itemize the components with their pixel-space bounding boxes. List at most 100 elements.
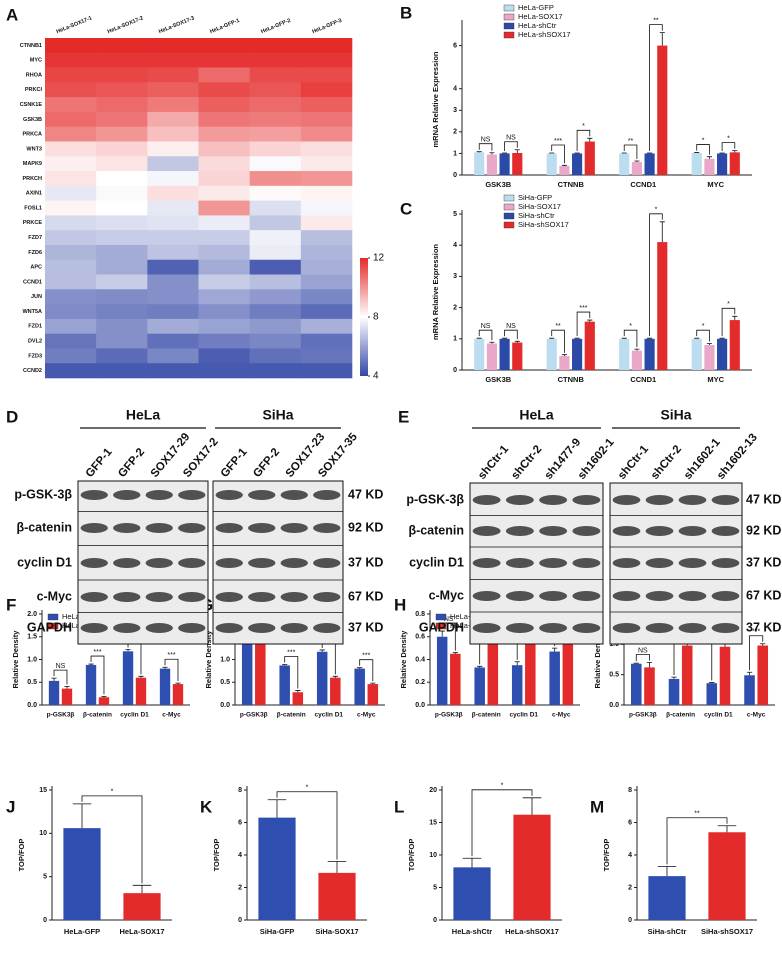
heat-cell xyxy=(300,82,353,98)
sig-bracket xyxy=(576,311,591,337)
column-label: HeLa-SOX17-1 xyxy=(56,15,93,35)
y-tick-label: 6 xyxy=(238,819,242,826)
bar xyxy=(691,152,702,175)
bar xyxy=(258,817,296,920)
y-tick-label: 0 xyxy=(453,367,457,374)
band xyxy=(313,490,341,500)
legend-swatch xyxy=(47,613,59,621)
error-bar xyxy=(561,354,567,356)
row-label: GAPDH xyxy=(419,620,464,634)
bar xyxy=(708,832,746,920)
heat-cell xyxy=(300,215,353,231)
bar xyxy=(474,152,485,175)
y-tick-label: 0 xyxy=(453,172,457,179)
error-bar xyxy=(732,150,738,153)
bar xyxy=(512,342,523,370)
error-bar xyxy=(732,315,738,321)
bar xyxy=(292,692,304,705)
error-bar xyxy=(694,337,700,339)
legend-label: HeLa-shCtr xyxy=(518,21,557,30)
y-tick-label: 0.4 xyxy=(415,656,425,663)
heat-cell xyxy=(96,141,148,157)
heat-cell xyxy=(45,230,97,246)
sig-label: * xyxy=(306,785,309,792)
lane-label: shCtr-2 xyxy=(509,443,544,482)
row-label: WNT3 xyxy=(26,146,42,152)
x-tick-label: MYC xyxy=(707,180,724,189)
error-bar xyxy=(706,343,712,346)
bar xyxy=(546,338,557,370)
band xyxy=(678,623,707,633)
heat-cell xyxy=(300,274,353,290)
bar xyxy=(631,162,642,175)
heat-cell xyxy=(45,38,97,54)
error-bar xyxy=(64,685,70,689)
row-label: CCND2 xyxy=(23,368,42,374)
heat-cell xyxy=(45,126,97,142)
legend-label: HeLa-SOX17 xyxy=(518,12,563,21)
x-tick-label: β-catenin xyxy=(277,712,306,719)
sig-label: NS xyxy=(481,137,491,144)
panel-label: L xyxy=(394,797,404,816)
bar xyxy=(330,677,341,705)
error-bar xyxy=(719,337,725,339)
x-tick-label: p-GSK3β xyxy=(629,712,657,719)
heat-cell xyxy=(249,67,302,83)
x-tick-label: GSK3B xyxy=(485,375,511,384)
sig-label: *** xyxy=(554,138,562,145)
heat-cell xyxy=(198,82,250,98)
band xyxy=(313,592,341,602)
heat-cell xyxy=(300,111,353,127)
y-tick-label: 0.8 xyxy=(415,611,425,618)
lane-label: sh1602-1 xyxy=(576,436,617,482)
bar xyxy=(122,651,134,705)
bar xyxy=(486,154,497,175)
bar xyxy=(630,663,642,705)
sig-bracket xyxy=(504,141,518,151)
y-tick-label: 0.0 xyxy=(27,702,37,709)
band xyxy=(280,623,308,633)
row-label: p-GSK-3β xyxy=(406,492,464,506)
band xyxy=(280,490,308,500)
bar xyxy=(644,338,655,370)
band xyxy=(645,623,674,633)
row-label: β-catenin xyxy=(16,520,72,534)
heat-cell xyxy=(249,171,302,187)
x-tick-label: CTNNB xyxy=(558,375,585,384)
y-axis-label: TOP/FOP xyxy=(212,839,221,872)
row-label: AXIN1 xyxy=(26,191,42,197)
heat-cell xyxy=(147,244,199,261)
bar xyxy=(704,345,715,370)
y-tick-label: 0 xyxy=(433,917,437,924)
heat-cell xyxy=(300,244,353,261)
sig-label: ** xyxy=(653,17,659,24)
sig-label: *** xyxy=(287,649,295,656)
error-bar xyxy=(659,32,665,46)
error-bar xyxy=(452,652,458,654)
heat-cell xyxy=(249,230,302,246)
band xyxy=(178,592,206,602)
row-label: FZD7 xyxy=(28,235,42,241)
band xyxy=(248,592,276,602)
heat-cell xyxy=(300,304,353,320)
bar xyxy=(474,338,485,370)
error-bar xyxy=(746,671,753,676)
error-bar xyxy=(282,664,288,666)
x-tick-label: HeLa-shCtr xyxy=(452,927,493,936)
x-tick-label: SiHa-SOX17 xyxy=(315,927,358,936)
heat-cell xyxy=(45,82,97,98)
heat-cell xyxy=(249,126,302,142)
band xyxy=(711,591,740,601)
heat-cell xyxy=(198,52,250,68)
lane-label: shCtr-2 xyxy=(649,443,684,482)
band xyxy=(505,495,534,505)
heat-cell xyxy=(198,289,250,305)
error-bar xyxy=(132,884,152,894)
heat-cell xyxy=(45,274,97,290)
heat-cell xyxy=(198,141,250,157)
band xyxy=(215,592,243,602)
band xyxy=(178,558,206,568)
band xyxy=(645,526,674,536)
error-bar xyxy=(370,682,376,685)
sig-label: ** xyxy=(628,138,634,145)
